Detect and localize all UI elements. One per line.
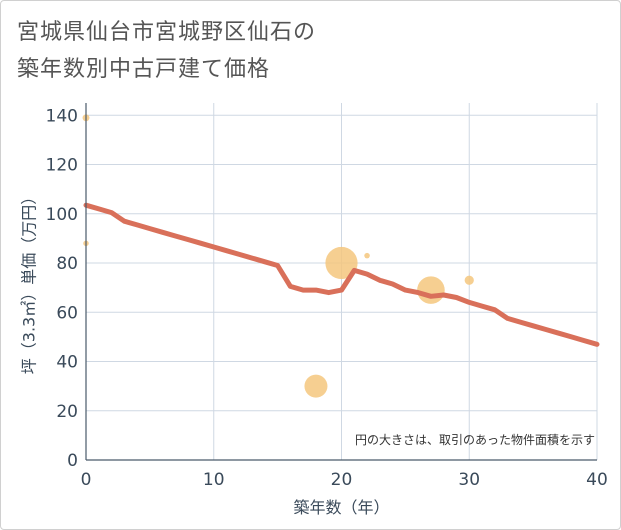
- bubble-size-note: 円の大きさは、取引のあった物件面積を示す: [355, 432, 595, 447]
- x-tick-label: 30: [458, 470, 480, 490]
- y-tick-label: 0: [67, 451, 78, 471]
- y-tick-label: 120: [46, 156, 78, 176]
- title-line-2: 築年数別中古戸建て価格: [17, 57, 271, 82]
- x-tick-label: 40: [586, 470, 608, 490]
- data-point: [325, 246, 358, 280]
- x-tick-label: 10: [203, 470, 225, 490]
- chart-title: 宮城県仙台市宮城野区仙石の 築年数別中古戸建て価格: [17, 14, 577, 88]
- x-tick-label: 20: [331, 470, 353, 490]
- axes: [85, 103, 597, 461]
- y-tick-label: 80: [56, 254, 78, 274]
- data-point: [364, 252, 370, 259]
- y-tick-label: 140: [46, 106, 78, 126]
- tick-labels: 0 20 40 60 80 100 120 140 0 10 20 30 40: [46, 106, 608, 490]
- series-line: [83, 202, 600, 347]
- y-tick-label: 60: [56, 303, 78, 323]
- x-tick-label: 0: [81, 470, 92, 490]
- data-point: [304, 374, 328, 398]
- y-tick-label: 100: [46, 205, 78, 225]
- data-point: [417, 276, 445, 304]
- title-line-1: 宮城県仙台市宮城野区仙石の: [17, 20, 317, 45]
- x-axis-label: 築年数（年）: [293, 498, 389, 517]
- data-point: [464, 275, 474, 285]
- y-tick-label: 40: [56, 353, 78, 373]
- y-axis-label: 坪（3.3㎡）単価（万円）: [20, 189, 39, 374]
- line-layer: [83, 202, 600, 347]
- y-tick-label: 20: [56, 402, 78, 422]
